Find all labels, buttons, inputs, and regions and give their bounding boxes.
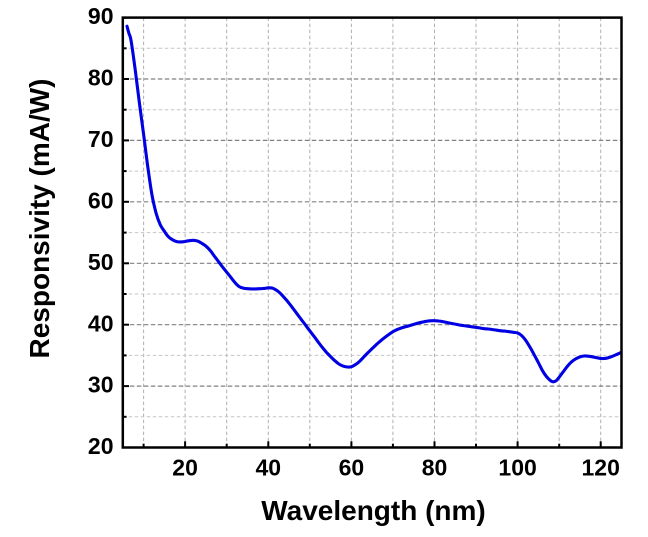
svg-text:120: 120 [582,454,620,480]
svg-text:90: 90 [88,3,114,29]
svg-text:Responsivity (mA/W): Responsivity (mA/W) [24,78,55,358]
svg-text:40: 40 [88,310,114,336]
svg-text:20: 20 [88,433,114,459]
svg-text:20: 20 [172,454,198,480]
svg-text:70: 70 [88,126,114,152]
svg-text:80: 80 [88,65,114,91]
svg-text:50: 50 [88,249,114,275]
svg-text:60: 60 [88,187,114,213]
svg-text:30: 30 [88,372,114,398]
svg-text:60: 60 [339,454,365,480]
svg-text:100: 100 [498,454,536,480]
svg-text:Wavelength (nm): Wavelength (nm) [261,495,486,526]
svg-text:80: 80 [422,454,448,480]
svg-text:40: 40 [256,454,282,480]
